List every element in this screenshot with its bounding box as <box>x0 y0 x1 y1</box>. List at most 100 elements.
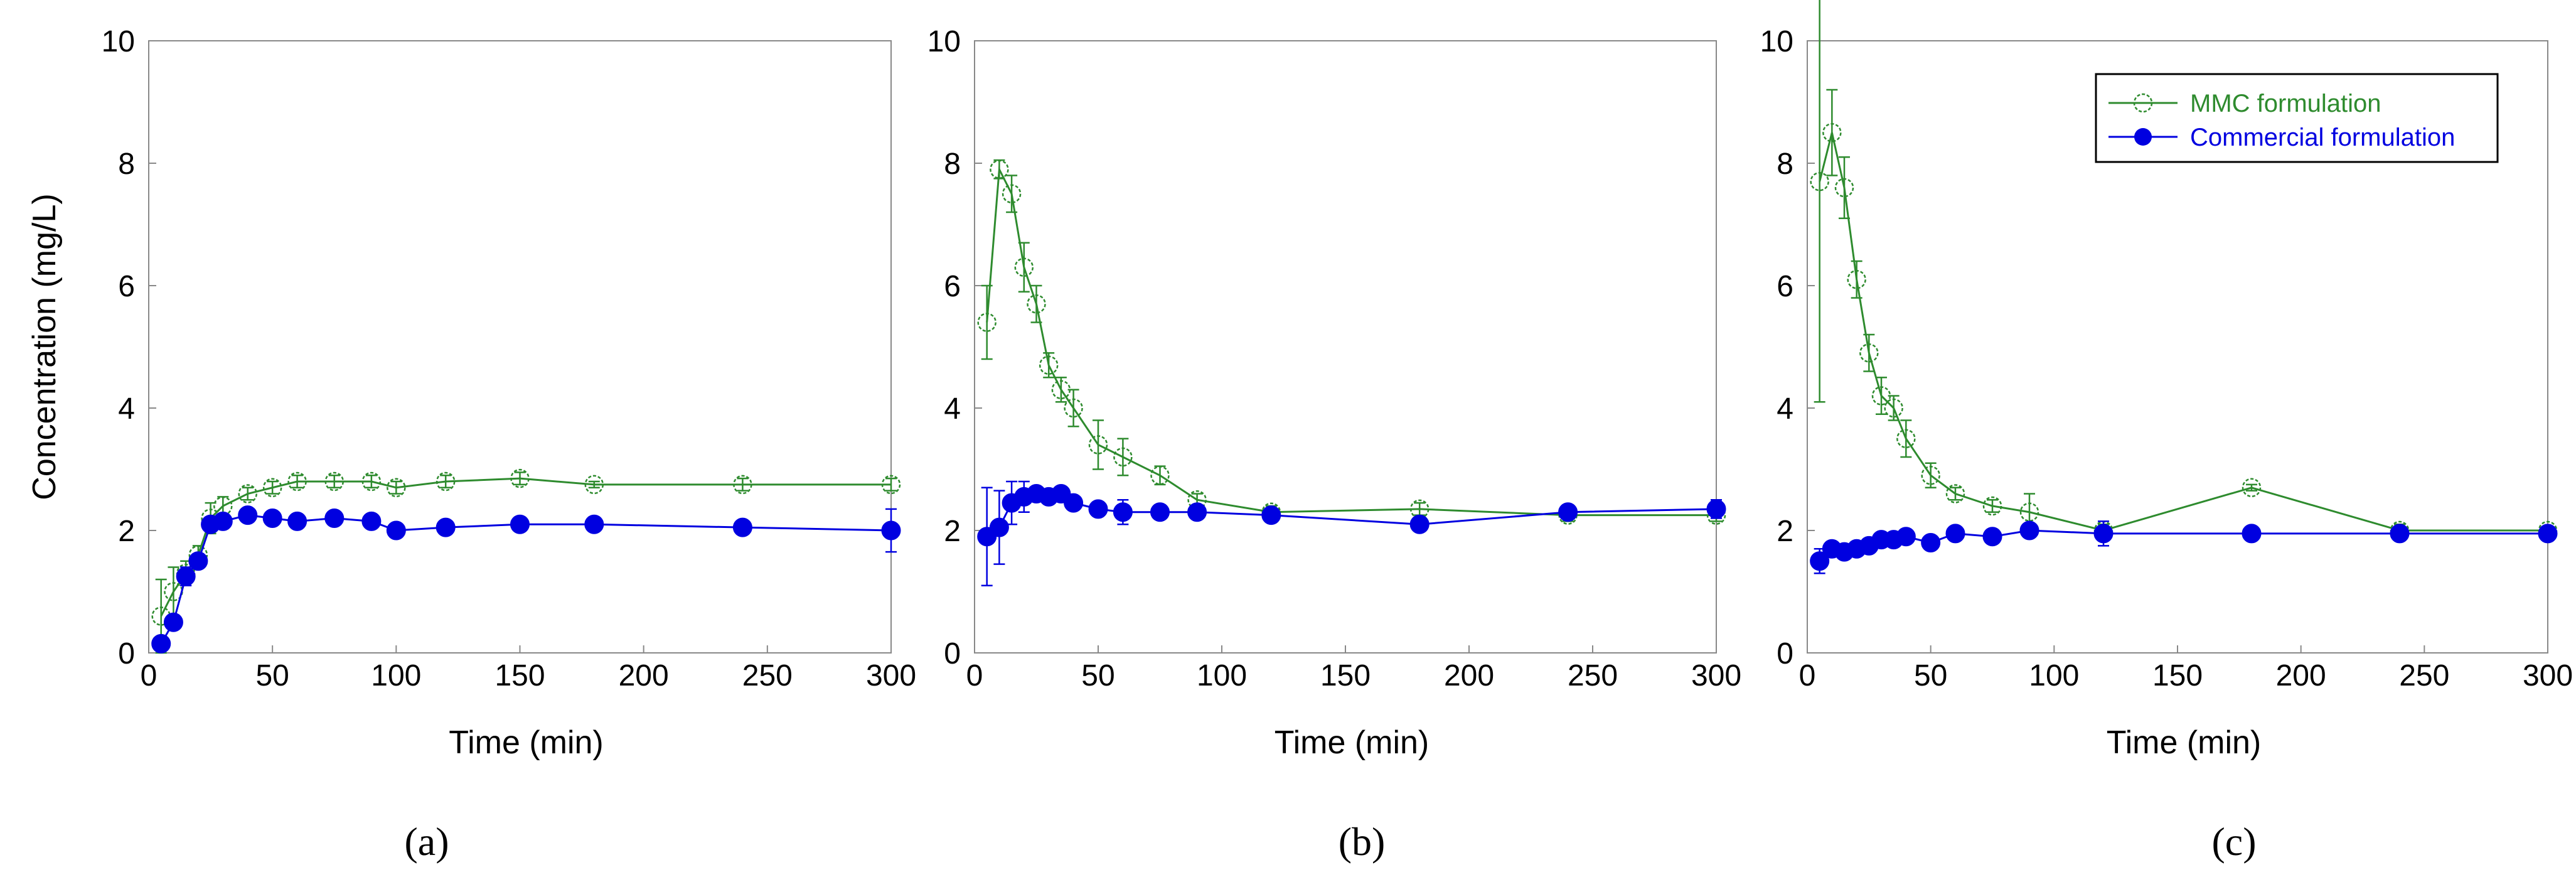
y-tick-label: 6 <box>944 270 961 303</box>
y-tick-label: 0 <box>1777 637 1793 670</box>
data-point <box>361 471 382 492</box>
data-point <box>1261 505 1281 525</box>
series-commercial <box>1810 520 2558 574</box>
data-point <box>584 475 604 495</box>
legend-box <box>2095 73 2499 163</box>
x-tick-label: 100 <box>1197 659 1247 692</box>
data-point <box>1150 502 1170 522</box>
x-tick-label: 300 <box>1691 659 1741 692</box>
series-mmc <box>151 468 901 654</box>
x-tick-label: 50 <box>1914 659 1947 692</box>
data-point <box>2019 502 2039 522</box>
series-line <box>1819 132 2548 532</box>
data-point <box>287 511 307 531</box>
data-point <box>238 484 257 503</box>
y-tick-label: 8 <box>118 148 135 181</box>
data-point <box>361 511 382 531</box>
data-point <box>436 471 456 492</box>
data-point <box>1088 435 1108 455</box>
x-axis-label: Time (min) <box>449 724 604 761</box>
y-tick-label: 6 <box>1777 270 1793 303</box>
data-point <box>1896 429 1916 448</box>
x-tick-label: 0 <box>966 659 983 692</box>
data-point <box>1014 257 1034 277</box>
x-axis-label: Time (min) <box>1275 724 1430 761</box>
data-point <box>1027 294 1046 314</box>
panel-a: 0 50 100 150 200 250 300 0 2 4 6 8 10 Time (min) Conce… <box>26 25 916 864</box>
y-axis-label: Concentration (mg/L) <box>26 193 63 500</box>
y-tick-label: 0 <box>944 637 961 670</box>
data-point <box>2538 524 2558 544</box>
plot-frame <box>974 40 1717 654</box>
legend-marker <box>2133 93 2153 113</box>
data-point <box>881 475 901 495</box>
data-point <box>1706 499 1726 519</box>
x-tick-label: 250 <box>2399 659 2449 692</box>
x-tick-label: 100 <box>2029 659 2079 692</box>
data-point <box>2242 478 2262 497</box>
data-point <box>2242 524 2262 544</box>
data-point <box>1847 270 1866 289</box>
x-tick-label: 0 <box>141 659 158 692</box>
data-point <box>1002 184 1022 203</box>
data-point <box>324 471 344 492</box>
data-point <box>881 520 901 541</box>
data-point <box>436 517 456 537</box>
data-point <box>1113 447 1133 467</box>
x-axis-label: Time (min) <box>2107 724 2262 761</box>
y-tick-label: 2 <box>1777 515 1793 548</box>
data-point <box>989 517 1009 537</box>
legend-label: Commercial formulation <box>2190 124 2455 151</box>
y-tick-label: 6 <box>118 270 135 303</box>
x-tick-label: 50 <box>1081 659 1114 692</box>
data-point <box>1945 524 1965 544</box>
x-tick-label: 100 <box>371 659 421 692</box>
data-point <box>163 612 183 632</box>
data-point <box>213 511 233 531</box>
series-line <box>986 166 1716 517</box>
data-point <box>262 478 282 497</box>
series-line <box>160 477 891 617</box>
x-tick-label: 150 <box>2152 659 2203 692</box>
data-point <box>2390 524 2410 544</box>
x-tick-label: 200 <box>1444 659 1494 692</box>
data-point <box>1921 533 1941 552</box>
data-point <box>1113 502 1133 522</box>
data-point <box>386 520 406 541</box>
data-point <box>2093 524 2114 544</box>
data-point <box>1945 484 1965 503</box>
plot-frame <box>148 40 892 654</box>
data-point <box>176 566 196 586</box>
data-point <box>1859 343 1879 363</box>
data-point <box>1834 178 1854 198</box>
panel-label: (a) <box>404 819 449 864</box>
data-point <box>1187 502 1207 522</box>
y-tick-label: 10 <box>1760 25 1793 58</box>
series-commercial <box>977 480 1726 586</box>
data-point <box>1810 551 1830 571</box>
data-point <box>584 514 604 534</box>
data-point <box>1409 514 1430 534</box>
x-tick-label: 250 <box>1568 659 1618 692</box>
data-point <box>324 508 345 528</box>
data-point <box>387 478 406 497</box>
y-tick-label: 4 <box>118 392 135 426</box>
y-tick-label: 4 <box>944 392 961 426</box>
data-point <box>1982 527 2002 547</box>
x-tick-label: 150 <box>1320 659 1371 692</box>
y-tick-label: 2 <box>944 515 961 548</box>
data-point <box>510 468 530 488</box>
y-tick-label: 2 <box>118 515 135 548</box>
data-point <box>1088 499 1108 519</box>
x-tick-label: 50 <box>255 659 289 692</box>
x-tick-label: 300 <box>866 659 916 692</box>
data-point <box>1810 172 1829 191</box>
x-tick-label: 300 <box>2523 659 2573 692</box>
x-tick-label: 250 <box>742 659 793 692</box>
legend: MMC formulation Commercial formulation <box>2095 73 2499 163</box>
data-point <box>1921 466 1940 485</box>
data-point <box>287 471 307 492</box>
panel-label: (c) <box>2211 819 2256 864</box>
x-tick-label: 0 <box>1799 659 1816 692</box>
